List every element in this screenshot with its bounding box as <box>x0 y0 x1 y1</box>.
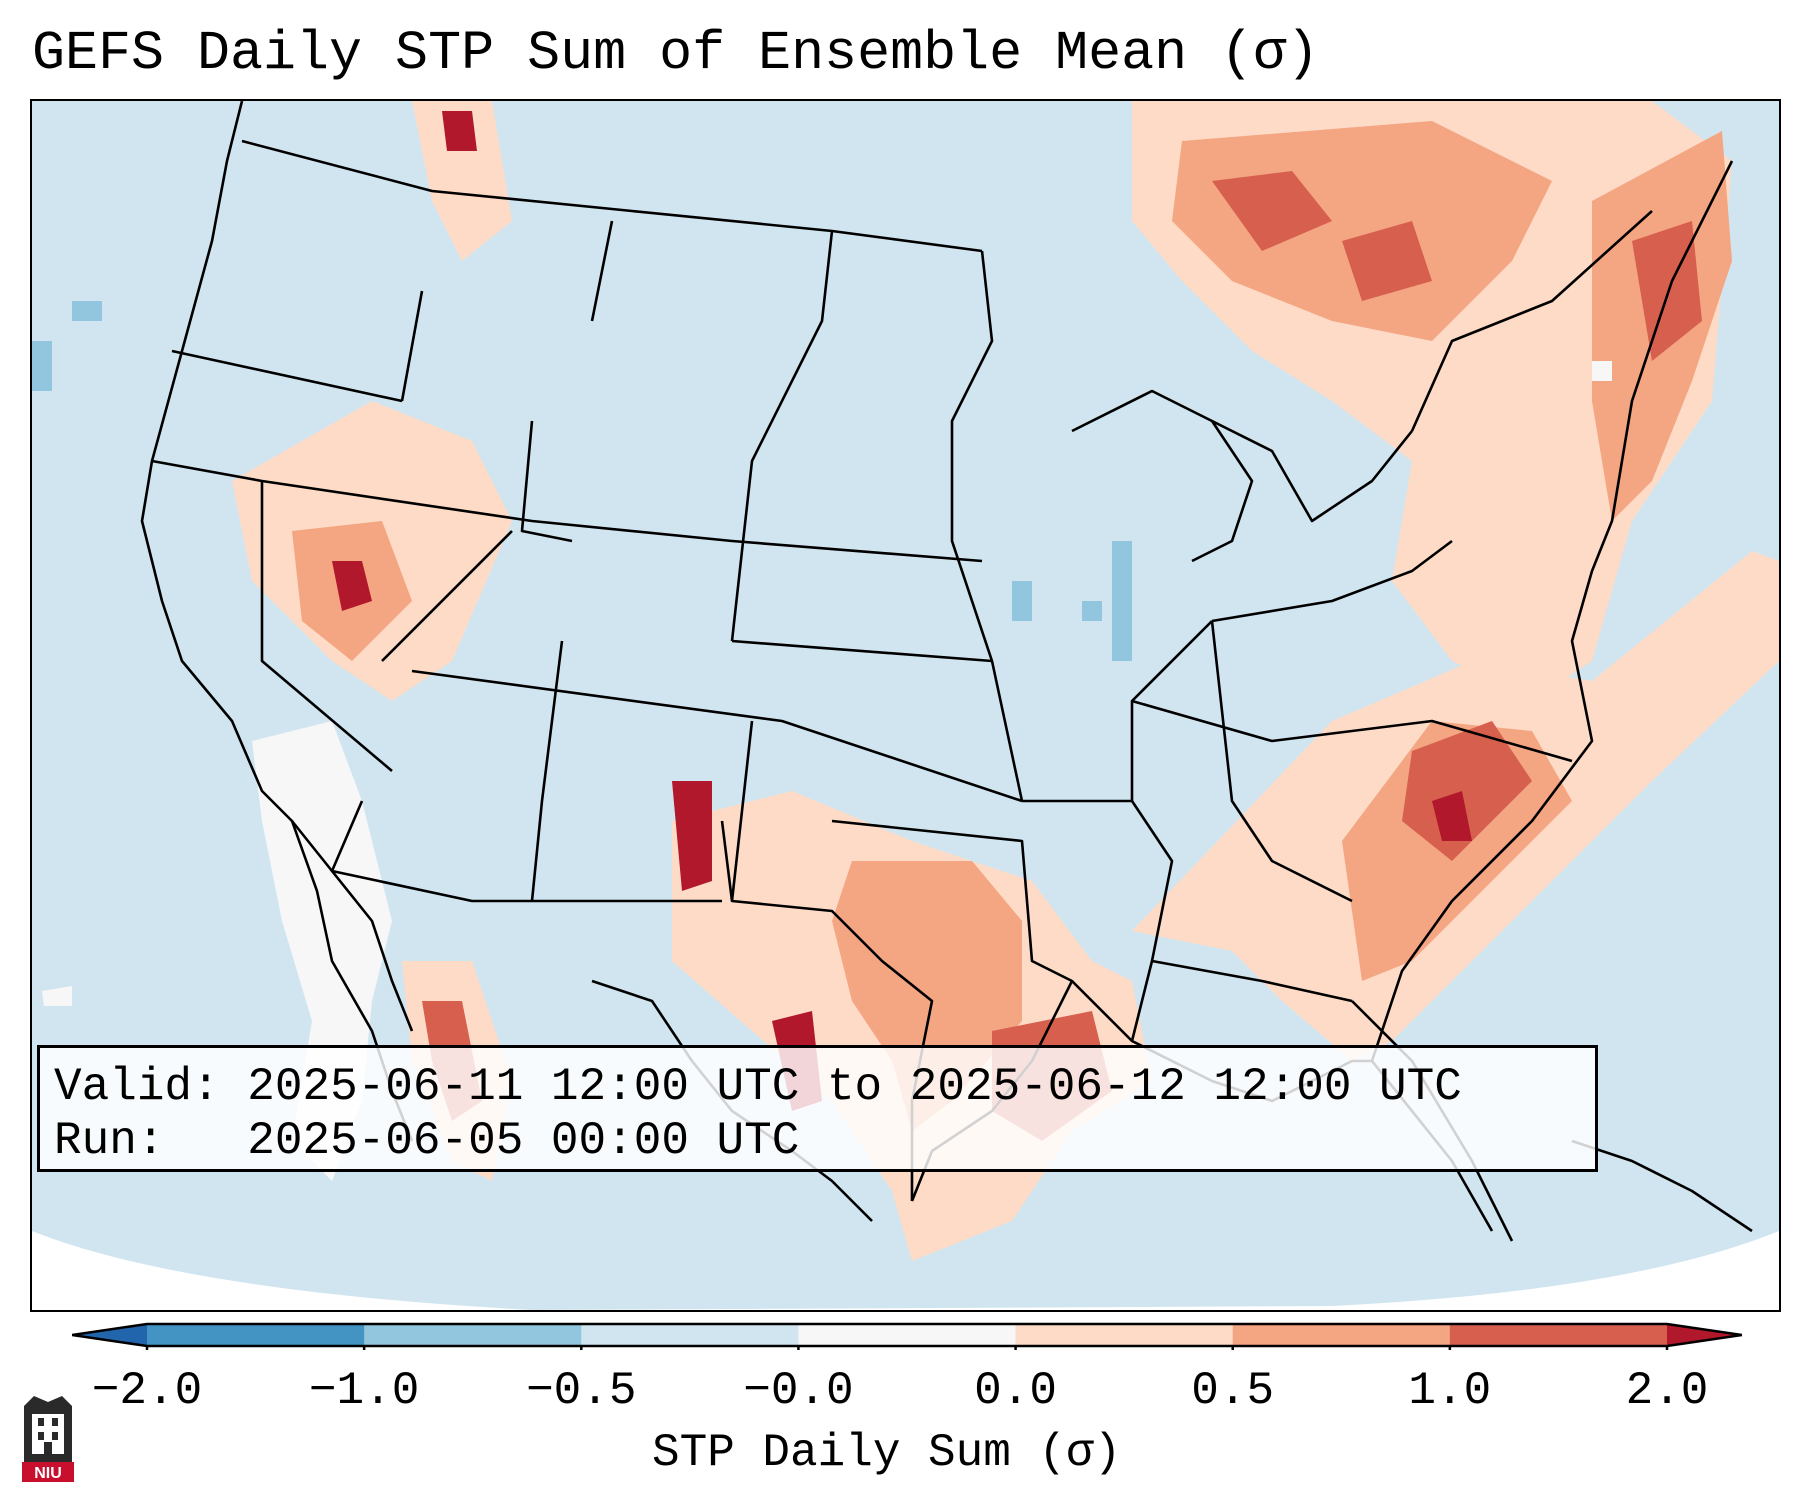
colorbar-extend-high <box>1667 1324 1742 1346</box>
colorbar-tick-label: 0.0 <box>974 1365 1057 1417</box>
niu-logo: NIU <box>22 1396 74 1482</box>
colorbar-tick-label: 0.5 <box>1191 1365 1275 1417</box>
logo-text: NIU <box>34 1465 62 1482</box>
colorbar-segment <box>798 1324 1017 1346</box>
run-line: Run: 2025-06-05 00:00 UTC <box>54 1114 1581 1168</box>
colorbar-extend-low <box>72 1324 147 1346</box>
run-value: 2025-06-05 00:00 UTC <box>247 1115 800 1167</box>
colorbar-segment <box>147 1324 365 1346</box>
colorbar-tick-label: 2.0 <box>1625 1365 1709 1417</box>
chart-title: GEFS Daily STP Sum of Ensemble Mean (σ) <box>32 22 1320 85</box>
colorbar-segment <box>1232 1324 1451 1346</box>
valid-time-box: Valid: 2025-06-11 12:00 UTC to 2025-06-1… <box>37 1045 1598 1172</box>
colorbar-tick-label: −2.0 <box>91 1365 203 1417</box>
negative-field <box>32 301 1132 661</box>
colorbar-segment <box>1449 1324 1668 1346</box>
colorbar <box>72 1322 1742 1350</box>
colorbar-tick-label: −1.0 <box>308 1365 420 1417</box>
colorbar-tick-label: 1.0 <box>1408 1365 1492 1417</box>
valid-value: 2025-06-11 12:00 UTC to 2025-06-12 12:00… <box>247 1061 1462 1113</box>
colorbar-label: STP Daily Sum (σ) <box>652 1427 1122 1479</box>
colorbar-tick-label: −0.5 <box>526 1365 637 1417</box>
run-label: Run: <box>54 1115 165 1167</box>
colorbar-segment <box>364 1324 582 1346</box>
colorbar-segment <box>581 1324 799 1346</box>
valid-line: Valid: 2025-06-11 12:00 UTC to 2025-06-1… <box>54 1060 1581 1114</box>
valid-label: Valid: <box>54 1061 220 1113</box>
colorbar-tick-label: −0.0 <box>743 1365 854 1417</box>
colorbar-segment <box>1015 1324 1234 1346</box>
